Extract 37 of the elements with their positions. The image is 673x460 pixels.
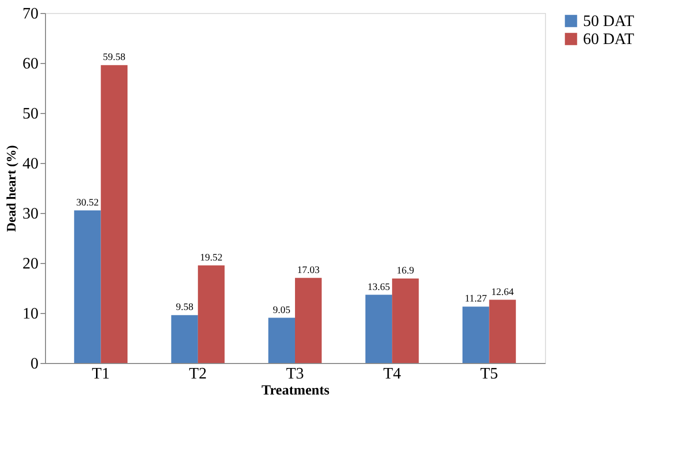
- legend-label: 50 DAT: [583, 13, 634, 30]
- x-tick-label: T3: [286, 366, 304, 382]
- data-label: 30.52: [76, 197, 99, 208]
- bar: [171, 315, 198, 363]
- y-tick-label: 10: [22, 306, 38, 322]
- data-label: 9.05: [272, 304, 290, 316]
- x-tick-label: T4: [383, 366, 401, 382]
- bar: [74, 210, 101, 363]
- data-label: 9.58: [176, 302, 194, 314]
- y-tick-label: 40: [22, 156, 38, 172]
- data-label: 19.52: [200, 252, 223, 264]
- legend-label: 60 DAT: [583, 31, 634, 48]
- bar: [489, 300, 516, 363]
- y-tick-label: 20: [22, 256, 38, 272]
- data-label: 16.9: [396, 266, 414, 276]
- y-tick-label: 50: [22, 106, 38, 122]
- data-label: 59.58: [102, 52, 126, 64]
- bar: [462, 306, 490, 363]
- x-axis-title: Treatments: [262, 384, 330, 398]
- bar: [198, 265, 225, 363]
- x-tick-label: T2: [189, 366, 207, 382]
- bar: [100, 65, 128, 363]
- x-tick-label: T1: [92, 366, 110, 382]
- data-label: 12.64: [491, 286, 514, 298]
- y-tick-label: 0: [30, 356, 38, 372]
- x-tick-label: T5: [480, 366, 498, 382]
- data-label: 13.65: [367, 282, 390, 293]
- y-tick-label: 70: [22, 6, 38, 22]
- bar: [392, 278, 419, 363]
- y-tick-label: 60: [22, 56, 38, 72]
- data-label: 17.03: [297, 264, 320, 276]
- y-tick-label: 30: [22, 206, 38, 222]
- data-label: 11.27: [464, 294, 487, 305]
- y-axis-title: Dead heart (%): [4, 145, 18, 232]
- bar: [365, 294, 392, 363]
- bar: [295, 278, 322, 363]
- bar: [268, 318, 295, 363]
